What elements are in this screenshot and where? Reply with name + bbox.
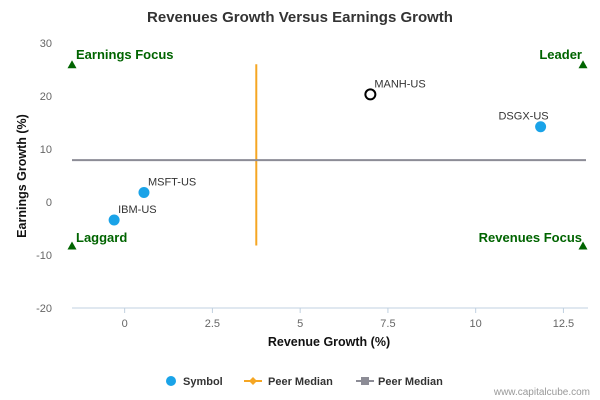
- quadrant-label-earnings-focus: Earnings Focus: [76, 47, 174, 62]
- data-point: [364, 88, 377, 101]
- legend-square-icon: [361, 377, 369, 385]
- y-axis-title: Earnings Growth (%): [15, 114, 29, 238]
- legend: Symbol Peer Median Peer Median: [166, 376, 443, 388]
- data-point: [138, 186, 150, 198]
- quadrant-label-laggard: Laggard: [76, 230, 127, 245]
- credit-text: www.capitalcube.com: [493, 387, 590, 398]
- quadrant-marker-bottom-left: [67, 241, 77, 250]
- legend-symbol-marker: [166, 376, 176, 386]
- y-tick-label: 30: [40, 38, 52, 50]
- x-tick-label: 2.5: [205, 318, 220, 330]
- data-point-label: MANH-US: [374, 78, 425, 90]
- data-point-label: DSGX-US: [498, 111, 548, 123]
- quadrant-label-revenues-focus: Revenues Focus: [479, 230, 582, 245]
- quadrant-markers: [67, 60, 588, 250]
- x-tick-label: 7.5: [380, 318, 395, 330]
- legend-label-peer-median-2: Peer Median: [378, 376, 443, 388]
- y-axis-ticks: 30 20 10 0 -10 -20: [36, 38, 52, 315]
- chart-title: Revenues Growth Versus Earnings Growth: [147, 9, 453, 26]
- legend-label-symbol: Symbol: [183, 376, 223, 388]
- y-tick-label: 10: [40, 144, 52, 156]
- legend-label-peer-median-1: Peer Median: [268, 376, 333, 388]
- data-point-label: MSFT-US: [148, 176, 196, 188]
- x-axis-title: Revenue Growth (%): [268, 335, 390, 349]
- y-tick-label: -10: [36, 250, 52, 262]
- y-tick-label: 20: [40, 91, 52, 103]
- y-tick-label: -20: [36, 303, 52, 315]
- quadrant-label-leader: Leader: [539, 47, 582, 62]
- quadrant-marker-top-left: [67, 60, 77, 69]
- x-tick-label: 10: [470, 318, 482, 330]
- data-point: [535, 121, 547, 133]
- data-point-label: IBM-US: [118, 204, 157, 216]
- x-tick-label: 0: [122, 318, 128, 330]
- x-tick-label: 12.5: [553, 318, 574, 330]
- legend-diamond-icon: [249, 377, 257, 385]
- quadrant-marker-top-right: [578, 60, 588, 69]
- x-tick-label: 5: [297, 318, 303, 330]
- data-points: MSFT-US IBM-US MANH-US DSGX-US: [108, 78, 549, 226]
- x-axis-ticks: 0 2.5 5 7.5 10 12.5: [122, 308, 574, 330]
- y-tick-label: 0: [46, 197, 52, 209]
- data-point: [108, 214, 120, 226]
- quadrant-marker-bottom-right: [578, 241, 588, 250]
